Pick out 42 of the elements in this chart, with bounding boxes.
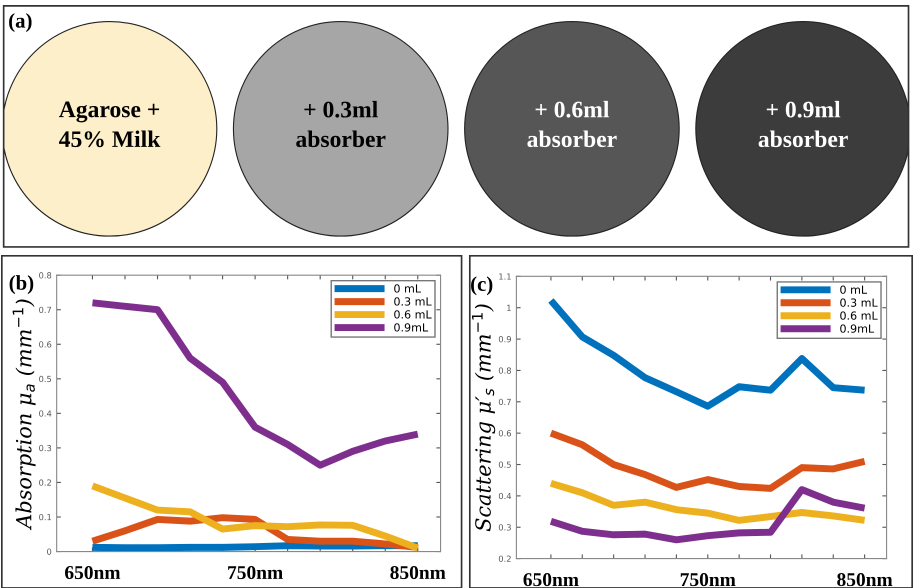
legend-label: 0 mL [394, 284, 421, 293]
y-tick-label: 0.5 [498, 462, 511, 468]
y-tick-label: 0.5 [39, 376, 52, 382]
y-tick-label: 0.2 [39, 479, 51, 486]
y-tick-label: 0.7 [498, 398, 511, 406]
y-tick-label: 1 [507, 304, 511, 311]
y-axis-title: Absorption μ$_{a}$ (mm$^{−1}$) [12, 300, 36, 530]
y-tick-label: 0.7 [39, 306, 52, 314]
x-tick-label: 750nm [680, 573, 736, 586]
text: Agarose + 45% Milk [58, 102, 160, 148]
y-tick-label: 0.9 [498, 336, 511, 342]
legend-label: 0.3 mL [840, 298, 878, 307]
y-tick-label: 0.4 [498, 492, 512, 500]
chart-title: (c) [471, 276, 492, 296]
y-tick-label: 0.8 [39, 272, 52, 278]
x-tick-label: 650nm [523, 573, 579, 586]
y-tick-label: 0.3 [39, 444, 52, 452]
y-tick-label: 0.1 [39, 514, 52, 520]
x-tick-label: 850nm [837, 573, 892, 586]
y-axis-title: Scattering μ′$_{s}$ (mm$^{−1}$) [472, 304, 496, 532]
y-tick-label: 1.1 [499, 273, 511, 280]
chart-title: (b) [10, 275, 34, 294]
text: + 0.3ml absorber [296, 100, 386, 148]
x-tick-label: 850nm [390, 566, 446, 580]
y-tick-label: 0.2 [498, 556, 511, 562]
legend-label: 0.3 mL [394, 297, 432, 306]
y-tick-label: 0.6 [498, 430, 512, 436]
text: + 0.9ml absorber [758, 100, 848, 148]
x-tick-label: 750nm [228, 566, 283, 580]
x-tick-label: 650nm [65, 566, 120, 580]
text: + 0.6ml absorber [527, 100, 617, 148]
y-tick-label: 0.4 [39, 410, 52, 417]
legend-label: 0.9mL [394, 323, 428, 332]
legend-label: 0 mL [840, 285, 868, 294]
y-tick-label: 0.8 [498, 367, 511, 374]
legend-label: 0.9mL [840, 324, 874, 333]
y-tick-label: 0 [47, 548, 52, 555]
y-tick-label: 0.6 [39, 341, 52, 348]
legend-label: 0.6 mL [840, 311, 878, 320]
y-tick-label: 0.3 [498, 524, 511, 531]
legend-label: 0.6 mL [394, 310, 432, 319]
text: (a) [9, 13, 32, 32]
